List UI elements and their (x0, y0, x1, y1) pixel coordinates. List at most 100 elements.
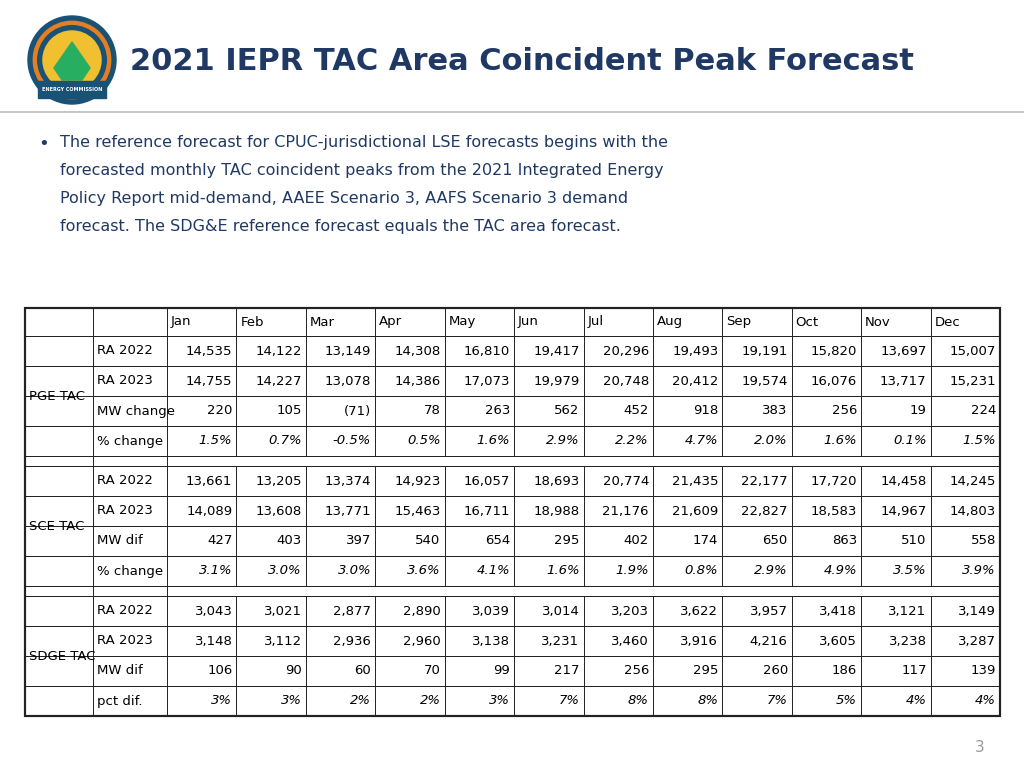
Text: May: May (449, 316, 476, 329)
Text: 21,176: 21,176 (602, 505, 649, 518)
Text: 3,138: 3,138 (472, 634, 510, 647)
Text: SDGE TAC: SDGE TAC (29, 650, 95, 663)
Text: RA 2023: RA 2023 (97, 375, 153, 388)
Text: 14,386: 14,386 (394, 375, 440, 388)
Text: 19,574: 19,574 (741, 375, 787, 388)
Text: 20,748: 20,748 (603, 375, 649, 388)
Text: 3,238: 3,238 (889, 634, 927, 647)
Text: pct dif.: pct dif. (97, 694, 142, 707)
Text: 3,148: 3,148 (195, 634, 232, 647)
Text: 540: 540 (416, 535, 440, 548)
Text: RA 2022: RA 2022 (97, 475, 153, 488)
Text: 14,308: 14,308 (394, 345, 440, 357)
Text: 4.9%: 4.9% (823, 564, 857, 578)
Text: 3,043: 3,043 (195, 604, 232, 617)
Text: 562: 562 (554, 405, 580, 418)
Text: 2%: 2% (420, 694, 440, 707)
Text: 8%: 8% (628, 694, 649, 707)
Text: The reference forecast for CPUC-jurisdictional LSE forecasts begins with the: The reference forecast for CPUC-jurisdic… (60, 135, 668, 150)
Text: Aug: Aug (657, 316, 683, 329)
Text: 18,693: 18,693 (534, 475, 580, 488)
Text: 18,988: 18,988 (534, 505, 580, 518)
Text: MW dif: MW dif (97, 535, 142, 548)
Text: 13,608: 13,608 (256, 505, 302, 518)
Text: % change: % change (97, 564, 163, 578)
Text: 0.5%: 0.5% (408, 435, 440, 448)
Text: 78: 78 (424, 405, 440, 418)
Text: 13,717: 13,717 (880, 375, 927, 388)
Text: 4.7%: 4.7% (685, 435, 718, 448)
Text: 174: 174 (693, 535, 718, 548)
Text: 14,227: 14,227 (255, 375, 302, 388)
Text: RA 2022: RA 2022 (97, 604, 153, 617)
Text: 20,412: 20,412 (672, 375, 718, 388)
Text: -0.5%: -0.5% (333, 435, 372, 448)
Text: 14,122: 14,122 (255, 345, 302, 357)
Text: 3,622: 3,622 (680, 604, 718, 617)
Circle shape (43, 31, 101, 89)
Text: 16,711: 16,711 (464, 505, 510, 518)
Text: 1.5%: 1.5% (963, 435, 996, 448)
Text: Oct: Oct (796, 316, 819, 329)
Text: Jan: Jan (171, 316, 191, 329)
Text: 22,827: 22,827 (741, 505, 787, 518)
Text: 2.9%: 2.9% (546, 435, 580, 448)
Text: 70: 70 (424, 664, 440, 677)
Circle shape (38, 25, 106, 94)
Text: 2.9%: 2.9% (754, 564, 787, 578)
Text: 3,112: 3,112 (264, 634, 302, 647)
Polygon shape (54, 42, 90, 80)
Text: 21,609: 21,609 (672, 505, 718, 518)
Text: MW dif: MW dif (97, 664, 142, 677)
Text: 14,535: 14,535 (186, 345, 232, 357)
Text: 3.0%: 3.0% (268, 564, 302, 578)
Text: 260: 260 (763, 664, 787, 677)
Text: 3%: 3% (489, 694, 510, 707)
Bar (25, 308, 1000, 716)
Text: 3.0%: 3.0% (338, 564, 372, 578)
Text: 3,418: 3,418 (819, 604, 857, 617)
Text: 397: 397 (346, 535, 372, 548)
Bar (38, 81, 106, 98)
Text: 224: 224 (971, 405, 996, 418)
Text: 510: 510 (901, 535, 927, 548)
Text: 3,203: 3,203 (611, 604, 649, 617)
Text: Dec: Dec (935, 316, 961, 329)
Text: 16,810: 16,810 (464, 345, 510, 357)
Text: 19,417: 19,417 (534, 345, 580, 357)
Text: 13,374: 13,374 (325, 475, 372, 488)
Text: Sep: Sep (726, 316, 752, 329)
Text: 17,073: 17,073 (464, 375, 510, 388)
Text: 14,923: 14,923 (394, 475, 440, 488)
Text: 650: 650 (763, 535, 787, 548)
Text: 2%: 2% (350, 694, 372, 707)
Text: 2,890: 2,890 (402, 604, 440, 617)
Text: 106: 106 (207, 664, 232, 677)
Text: 1.6%: 1.6% (823, 435, 857, 448)
Text: 13,661: 13,661 (186, 475, 232, 488)
Text: 15,463: 15,463 (394, 505, 440, 518)
Text: % change: % change (97, 435, 163, 448)
Text: ENERGY COMMISSION: ENERGY COMMISSION (42, 87, 102, 92)
Text: 402: 402 (624, 535, 649, 548)
Text: 2.2%: 2.2% (615, 435, 649, 448)
Text: 3,605: 3,605 (819, 634, 857, 647)
Text: 8%: 8% (697, 694, 718, 707)
Text: 3,039: 3,039 (472, 604, 510, 617)
Text: 0.8%: 0.8% (685, 564, 718, 578)
Text: 14,967: 14,967 (881, 505, 927, 518)
Text: 5%: 5% (837, 694, 857, 707)
Text: 3,287: 3,287 (958, 634, 996, 647)
Text: 99: 99 (494, 664, 510, 677)
Text: 295: 295 (693, 664, 718, 677)
Text: 3%: 3% (211, 694, 232, 707)
Circle shape (28, 16, 116, 104)
Text: SCE TAC: SCE TAC (29, 519, 84, 532)
Text: 3.6%: 3.6% (408, 564, 440, 578)
Text: 13,078: 13,078 (325, 375, 372, 388)
Text: 90: 90 (285, 664, 302, 677)
Text: 3.9%: 3.9% (963, 564, 996, 578)
Text: Policy Report mid-demand, AAEE Scenario 3, AAFS Scenario 3 demand: Policy Report mid-demand, AAEE Scenario … (60, 191, 628, 206)
Text: forecast. The SDG&E reference forecast equals the TAC area forecast.: forecast. The SDG&E reference forecast e… (60, 219, 621, 234)
Text: 60: 60 (354, 664, 372, 677)
